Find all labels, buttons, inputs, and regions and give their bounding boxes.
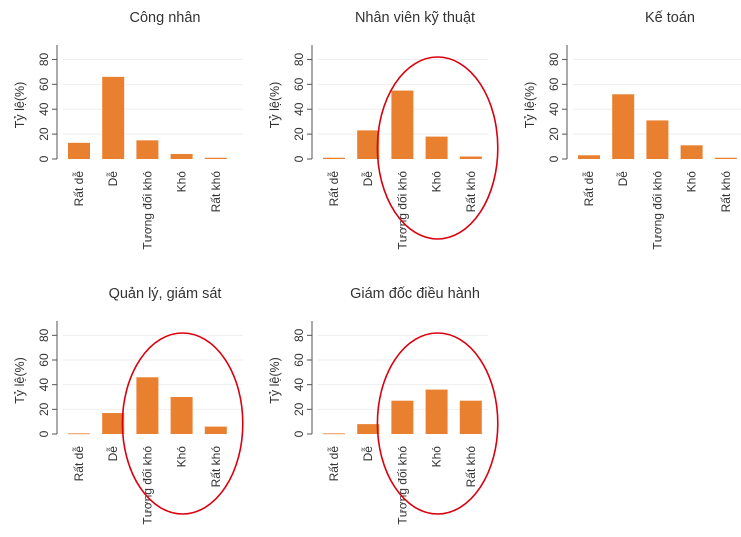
bar <box>459 156 482 159</box>
y-tick-label: 60 <box>292 353 306 367</box>
bar <box>646 120 669 159</box>
bar <box>357 424 380 434</box>
y-tick-label: 40 <box>292 378 306 392</box>
bar <box>680 145 703 159</box>
y-tick-label: 60 <box>292 77 306 91</box>
x-tick-label: Rất khó <box>464 171 478 213</box>
bar <box>323 433 345 435</box>
y-tick-label: 60 <box>37 77 51 91</box>
bar <box>391 400 414 434</box>
x-tick-label: Rất khó <box>209 446 223 488</box>
y-tick-label: 60 <box>37 353 51 367</box>
bar <box>102 413 125 434</box>
y-tick-label: 60 <box>547 77 561 91</box>
x-tick-label: Tương đối khó <box>140 171 154 250</box>
y-axis-label: Tỷ lệ(%) <box>268 357 282 404</box>
y-tick-label: 20 <box>292 127 306 141</box>
x-tick-label: Rất khó <box>464 446 478 488</box>
y-tick-label: 80 <box>37 52 51 66</box>
highlight-ellipse <box>121 332 244 515</box>
bar <box>578 155 600 159</box>
chart-panel-0: Công nhân 0 20 40 60 80 Tỷ lệ(%) Rất dễ Dễ Tương … <box>13 10 243 250</box>
x-tick-label: Rất dễ <box>326 446 341 482</box>
x-tick-label: Tương đối khó <box>140 446 154 525</box>
x-tick-label: Tương đối khó <box>395 446 409 525</box>
bar <box>323 157 345 159</box>
x-tick-label: Tương đối khó <box>650 171 664 250</box>
y-tick-label: 40 <box>547 102 561 116</box>
bar <box>204 426 227 434</box>
x-tick-label: Rất khó <box>719 171 733 213</box>
y-tick-label: 80 <box>547 52 561 66</box>
highlight-ellipse <box>376 332 499 515</box>
y-tick-label: 80 <box>292 52 306 66</box>
bar <box>136 377 159 434</box>
bar <box>612 94 635 159</box>
bar <box>204 157 227 159</box>
y-tick-label: 0 <box>292 155 306 162</box>
chart-panel-3: Quản lý, giám sát 0 20 40 60 80 Tỷ lệ(%) Rất dễ… <box>13 286 244 525</box>
chart-title: Công nhân <box>130 10 201 26</box>
bar <box>102 76 125 159</box>
y-tick-label: 40 <box>37 102 51 116</box>
bar <box>714 157 737 159</box>
x-tick-label: Khó <box>430 171 444 193</box>
y-tick-label: 40 <box>292 102 306 116</box>
x-tick-label: Khó <box>685 171 699 193</box>
x-tick-label: Rất dễ <box>326 171 341 207</box>
x-tick-label: Dễ <box>105 446 120 462</box>
x-tick-label: Rất khó <box>209 171 223 213</box>
y-tick-label: 0 <box>292 430 306 437</box>
y-tick-label: 20 <box>37 402 51 416</box>
x-tick-label: Dễ <box>105 171 120 187</box>
x-tick-label: Khó <box>175 446 189 468</box>
bar <box>425 389 448 434</box>
y-tick-label: 20 <box>547 127 561 141</box>
chart-title: Kế toán <box>645 10 695 26</box>
y-axis-label: Tỷ lệ(%) <box>13 82 27 129</box>
x-tick-label: Rất dễ <box>71 171 86 207</box>
y-tick-label: 0 <box>37 430 51 437</box>
bar <box>170 397 193 434</box>
x-tick-label: Dễ <box>360 446 375 462</box>
bar <box>459 400 482 434</box>
x-tick-label: Rất dễ <box>71 446 86 482</box>
y-axis-label: Tỷ lệ(%) <box>13 357 27 404</box>
y-tick-label: 0 <box>547 155 561 162</box>
y-axis-label: Tỷ lệ(%) <box>523 82 537 129</box>
bar <box>425 136 448 159</box>
bar <box>68 142 90 159</box>
highlight-ellipse <box>376 56 499 240</box>
chart-panel-4: Giám đốc điều hành 0 20 40 60 80 Tỷ lệ(%) Rất d… <box>268 286 499 525</box>
x-tick-label: Khó <box>430 446 444 468</box>
bar <box>391 90 414 159</box>
x-tick-label: Tương đối khó <box>395 171 409 250</box>
x-tick-label: Dễ <box>360 171 375 187</box>
chart-title: Nhân viên kỹ thuật <box>355 10 475 26</box>
bar <box>170 154 193 159</box>
y-axis-label: Tỷ lệ(%) <box>268 82 282 129</box>
x-tick-label: Dễ <box>615 171 630 187</box>
chart-title: Giám đốc điều hành <box>350 286 480 302</box>
y-tick-label: 80 <box>292 328 306 342</box>
x-tick-label: Khó <box>175 171 189 193</box>
y-tick-label: 20 <box>292 402 306 416</box>
bar <box>136 140 159 159</box>
chart-panel-2: Kế toán 0 20 40 60 80 Tỷ lệ(%) Rất dễ Dễ Tương đố… <box>523 10 741 250</box>
y-tick-label: 20 <box>37 127 51 141</box>
bar <box>357 130 380 159</box>
chart-title: Quản lý, giám sát <box>109 286 222 302</box>
y-tick-label: 0 <box>37 155 51 162</box>
y-tick-label: 40 <box>37 378 51 392</box>
bar <box>68 433 90 435</box>
y-tick-label: 80 <box>37 328 51 342</box>
x-tick-label: Rất dễ <box>581 171 596 207</box>
chart-panel-1: Nhân viên kỹ thuật 0 20 40 60 80 Tỷ lệ(%) Rất d… <box>268 10 499 250</box>
